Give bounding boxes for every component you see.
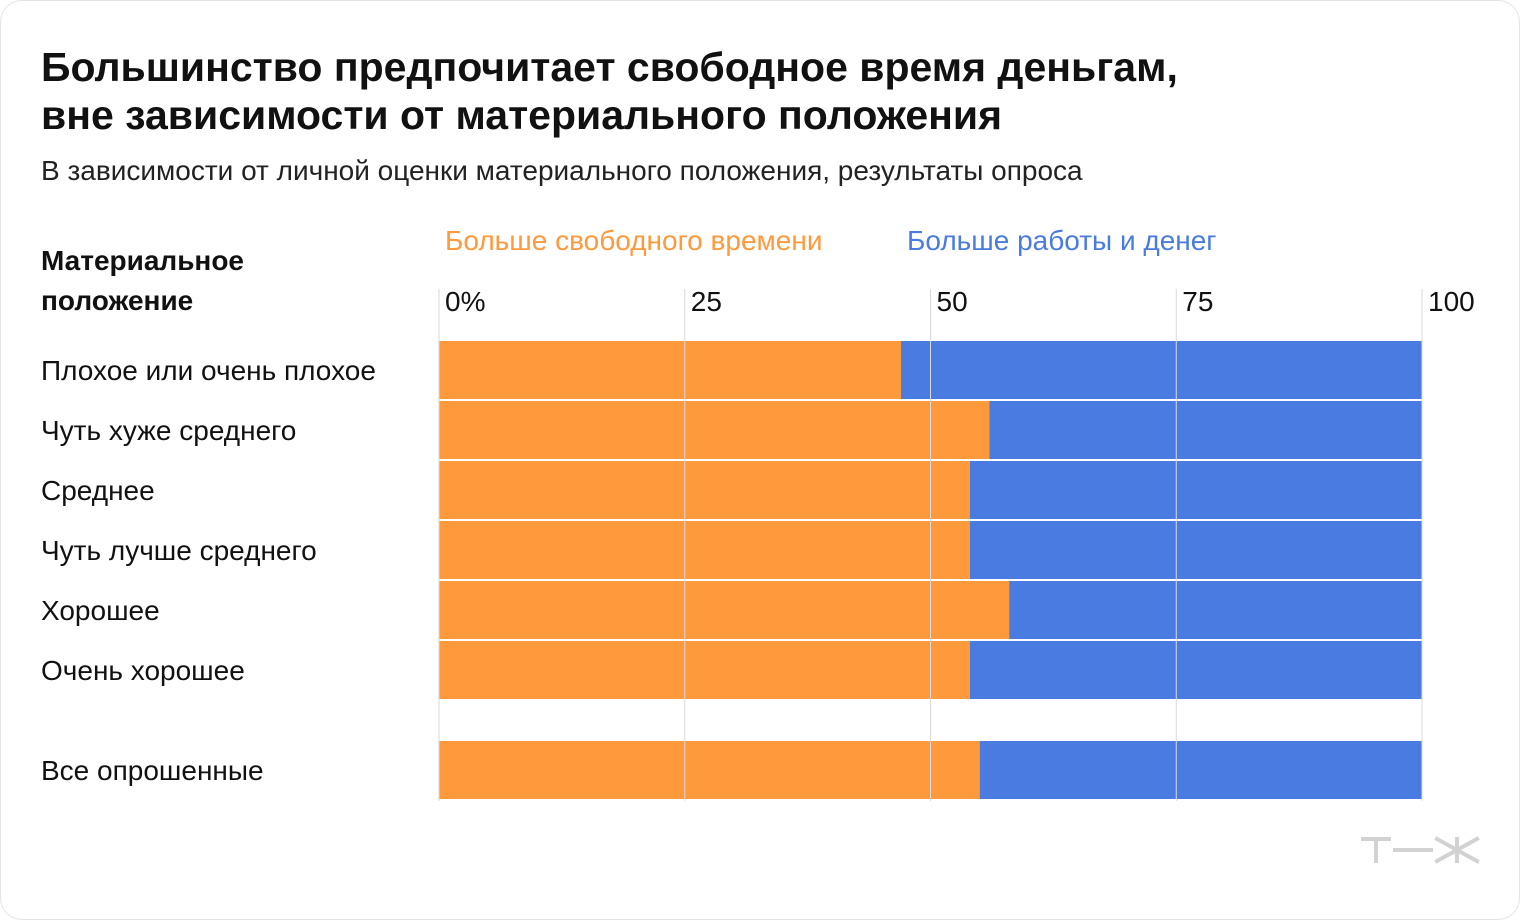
category-axis-title: Материальное положение bbox=[41, 241, 381, 321]
bar-free-time-5 bbox=[439, 641, 970, 699]
category-label-3: Чуть лучше среднего bbox=[41, 535, 317, 566]
category-labels: Плохое или очень плохое Чуть хуже среднег… bbox=[41, 355, 376, 786]
legend-work-money: Больше работы и денег bbox=[907, 225, 1217, 256]
chart-title: Большинство предпочитает свободное время… bbox=[41, 43, 1341, 139]
x-tick-label-50: 50 bbox=[937, 286, 968, 317]
category-label-5: Очень хорошее bbox=[41, 655, 245, 686]
x-tick-label-0: 0% bbox=[445, 286, 485, 317]
chart-title-line-2: вне зависимости от материального положен… bbox=[41, 92, 1003, 138]
bar-work-money-6 bbox=[979, 741, 1422, 799]
bar-free-time-2 bbox=[439, 461, 970, 519]
gridlines bbox=[438, 289, 1423, 801]
chart-subtitle: В зависимости от личной оценки материаль… bbox=[41, 155, 1083, 186]
bars bbox=[439, 341, 1422, 799]
bar-work-money-4 bbox=[1009, 581, 1422, 639]
category-label-4: Хорошее bbox=[41, 595, 160, 626]
bar-free-time-0 bbox=[439, 341, 902, 399]
bar-work-money-2 bbox=[969, 461, 1422, 519]
category-axis-title-line-2: положение bbox=[41, 285, 194, 316]
x-tick-label-75: 75 bbox=[1182, 286, 1213, 317]
bar-free-time-1 bbox=[439, 401, 990, 459]
bar-work-money-0 bbox=[901, 341, 1422, 399]
bar-work-money-3 bbox=[969, 521, 1422, 579]
legend-free-time: Больше свободного времени bbox=[445, 225, 823, 256]
bar-free-time-3 bbox=[439, 521, 970, 579]
tzh-logo bbox=[1361, 836, 1480, 864]
category-label-1: Чуть хуже среднего bbox=[41, 415, 296, 446]
category-label-2: Среднее bbox=[41, 475, 155, 506]
chart-title-line-1: Большинство предпочитает свободное время… bbox=[41, 44, 1178, 90]
bar-work-money-5 bbox=[969, 641, 1422, 699]
category-axis-title-line-1: Материальное bbox=[41, 245, 244, 276]
bar-work-money-1 bbox=[989, 401, 1422, 459]
bar-free-time-4 bbox=[439, 581, 1010, 639]
x-tick-label-100: 100 bbox=[1428, 286, 1475, 317]
x-tick-label-25: 25 bbox=[691, 286, 722, 317]
category-label-6: Все опрошенные bbox=[41, 755, 264, 786]
x-tick-labels: 0% 25 50 75 100 bbox=[445, 286, 1475, 317]
bar-free-time-6 bbox=[439, 741, 980, 799]
category-label-0: Плохое или очень плохое bbox=[41, 355, 376, 386]
